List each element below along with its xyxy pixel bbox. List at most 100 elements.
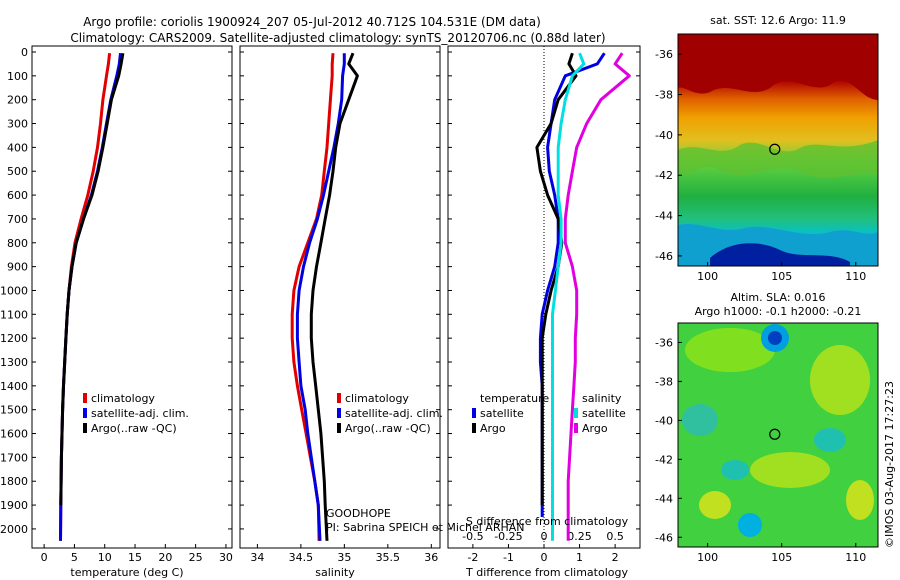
pi-label: PI: Sabrina SPEICH et Michel ARHAN: [326, 521, 525, 534]
legend-label-climatology: climatology: [345, 392, 409, 405]
y-tick-label: 400: [7, 141, 28, 154]
map-y-tick-label: -40: [655, 129, 673, 142]
legend-swatch-t-satellite: [472, 408, 476, 418]
map-x-tick-label: 105: [771, 551, 792, 564]
title-line-2: Climatology: CARS2009. Satellite-adjuste…: [70, 31, 605, 45]
x-tick-label: 36: [424, 551, 438, 564]
difference-top-label: S difference from climatology: [466, 515, 629, 528]
y-tick-label: 500: [7, 165, 28, 178]
y-tick-label: 200: [7, 94, 28, 107]
map-y-tick-label: -36: [655, 48, 673, 61]
map-x-tick-label: 100: [697, 270, 718, 283]
difference-x-ticks: -2 -1 0 1 2: [448, 51, 640, 564]
difference-x-label: T difference from climatology: [465, 566, 628, 579]
legend-swatch-s-argo: [574, 423, 578, 433]
legend-header-salinity: salinity: [582, 392, 622, 405]
x-tick-label: 0: [541, 551, 548, 564]
x-tick-label: 20: [158, 551, 172, 564]
y-tick-label: 1200: [0, 332, 28, 345]
legend-swatch-s-satellite: [574, 408, 578, 418]
legend-swatch-climatology: [83, 393, 87, 403]
y-tick-label: 0: [21, 46, 28, 59]
x-tick-label: 2: [612, 551, 619, 564]
map-y-tick-label: -44: [655, 210, 673, 223]
s-diff-tick-label: 0.5: [606, 530, 624, 543]
legend-label-t-satellite: satellite: [480, 407, 524, 420]
map-y-tick-label: -46: [655, 531, 673, 544]
legend-label-s-argo: Argo: [582, 422, 608, 435]
y-tick-label: 1500: [0, 404, 28, 417]
x-tick-label: 25: [189, 551, 203, 564]
map-y-tick-label: -40: [655, 414, 673, 427]
x-tick-label: 10: [98, 551, 112, 564]
series-line-argo-raw-qc-: [59, 52, 125, 506]
sst-map-title: sat. SST: 12.6 Argo: 11.9: [710, 14, 846, 27]
sst-argo-location-marker: [769, 143, 781, 155]
temperature-series: [59, 52, 125, 541]
y-tick-label: 600: [7, 189, 28, 202]
y-tick-label: 1600: [0, 428, 28, 441]
salinity-x-label: salinity: [315, 566, 355, 579]
y-tick-label: 1100: [0, 308, 28, 321]
legend-swatch-climatology: [337, 393, 341, 403]
legend-header-temperature: temperature: [480, 392, 549, 405]
imos-watermark: ©IMOS 03-Aug-2017 17:27:23: [883, 381, 896, 548]
x-tick-label: 5: [71, 551, 78, 564]
difference-legend: temperature salinity satellite Argo sate…: [472, 392, 626, 435]
legend-swatch-satellite: [337, 408, 341, 418]
map-y-tick-label: -38: [655, 375, 673, 388]
legend-label-argo: Argo(..raw -QC): [345, 422, 431, 435]
map-x-tick-label: 105: [771, 270, 792, 283]
legend-swatch-t-argo: [472, 423, 476, 433]
series-line-satellite-adj-clim-: [295, 53, 346, 541]
salinity-series: [290, 52, 359, 541]
series-line-argo-raw-qc-: [309, 52, 359, 541]
map-y-tick-label: -42: [655, 169, 673, 182]
s-diff-tick-label: -0.25: [494, 530, 522, 543]
map-y-tick-label: -42: [655, 453, 673, 466]
x-tick-label: 0: [41, 551, 48, 564]
map-x-tick-label: 110: [845, 551, 866, 564]
y-tick-label: 700: [7, 213, 28, 226]
y-tick-label: 1700: [0, 451, 28, 464]
series-line-satellite: [551, 52, 586, 541]
x-tick-label: 15: [128, 551, 142, 564]
x-tick-label: 1: [576, 551, 583, 564]
sla-map-frame: [677, 322, 879, 548]
x-tick-label: -2: [467, 551, 478, 564]
sla-map-title-2: Argo h1000: -0.1 h2000: -0.21: [695, 305, 862, 318]
map-y-tick-label: -38: [655, 89, 673, 102]
map-y-tick-label: -44: [655, 492, 673, 505]
title-line-1: Argo profile: coriolis 1900924_207 05-Ju…: [83, 15, 541, 29]
x-tick-label: 34.5: [289, 551, 314, 564]
sla-map-x-ticks: 100 105 110: [697, 543, 866, 564]
depth-tick-labels: 0 100 200 300 400 500 600 700 800 900 1000 1100 1200…: [0, 46, 28, 536]
y-tick-label: 100: [7, 70, 28, 83]
x-tick-label: -1: [503, 551, 514, 564]
legend-swatch-argo: [83, 423, 87, 433]
temperature-legend: climatology satellite-adj. clim. Argo(..…: [83, 392, 189, 435]
salinity-axes-box: [239, 45, 441, 549]
sla-map-image: [678, 323, 878, 547]
s-diff-tick-label: 0.25: [567, 530, 592, 543]
difference-series: [535, 52, 631, 541]
sst-map-x-ticks: 100 105 110: [697, 262, 866, 283]
sst-map-image: [678, 34, 878, 266]
y-tick-label: 900: [7, 261, 28, 274]
temperature-x-ticks: 0 5 10 15 20 25 30: [32, 51, 233, 564]
y-tick-label: 800: [7, 237, 28, 250]
x-tick-label: 30: [219, 551, 233, 564]
project-label: GOODHOPE: [326, 507, 391, 520]
x-tick-label: 34: [250, 551, 264, 564]
map-y-tick-label: -36: [655, 336, 673, 349]
y-tick-label: 1400: [0, 380, 28, 393]
legend-label-argo: Argo(..raw -QC): [91, 422, 177, 435]
legend-label-satellite: satellite-adj. clim.: [345, 407, 443, 420]
y-tick-label: 1000: [0, 284, 28, 297]
legend-label-t-argo: Argo: [480, 422, 506, 435]
map-x-tick-label: 100: [697, 551, 718, 564]
legend-swatch-argo: [337, 423, 341, 433]
y-tick-label: 1900: [0, 499, 28, 512]
map-y-tick-label: -46: [655, 250, 673, 263]
